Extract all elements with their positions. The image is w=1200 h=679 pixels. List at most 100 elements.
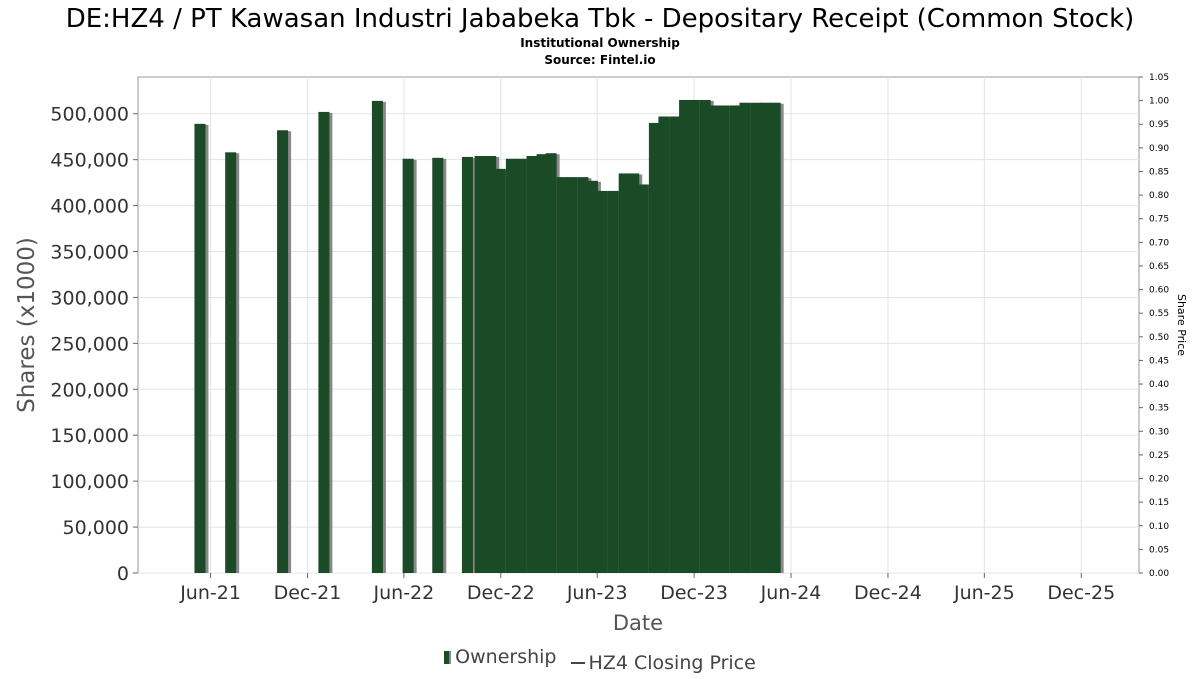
y-tick-label: 50,000: [63, 517, 129, 539]
bar: [494, 168, 506, 573]
bar: [474, 155, 486, 573]
chart-title: DE:HZ4 / PT Kawasan Industri Jababeka Tb…: [66, 4, 1135, 34]
x-axis-label: Date: [613, 611, 663, 635]
y-tick-label: 150,000: [50, 425, 129, 447]
y-tick-label: 350,000: [50, 242, 129, 264]
y-tick-label: 500,000: [50, 104, 129, 126]
x-tick-label: Dec-25: [1047, 582, 1115, 604]
bar: [556, 177, 568, 573]
bar: [688, 99, 700, 574]
y2-tick-label: 0.25: [1149, 451, 1169, 461]
y-axis-label: Shares (x1000): [14, 237, 40, 413]
x-tick-label: Jun-21: [179, 582, 241, 604]
ownership-bars: [194, 99, 784, 574]
bar: [637, 184, 649, 573]
y-tick-label: 400,000: [50, 196, 129, 218]
x-tick-label: Dec-21: [274, 582, 342, 604]
x-tick-label: Jun-25: [953, 582, 1015, 604]
legend-label-price: HZ4 Closing Price: [588, 651, 756, 674]
y-tick-label: 250,000: [50, 333, 129, 355]
bar: [718, 105, 730, 574]
y2-tick-label: 0.30: [1149, 427, 1169, 437]
chart-source: Source: Fintel.io: [544, 53, 655, 67]
bar: [699, 99, 711, 574]
bar: [658, 116, 670, 573]
bar: [607, 190, 619, 573]
y-tick-label: 200,000: [50, 379, 129, 401]
y-tick-label: 0: [117, 563, 129, 585]
y-axis: 0 50,000 100,000 150,000 200,000 250,000 300,0…: [50, 104, 138, 585]
bar: [596, 190, 608, 573]
y2-tick-label: 0.60: [1149, 286, 1169, 296]
bar: [739, 102, 751, 574]
y2-tick-label: 0.15: [1149, 498, 1169, 508]
y2-tick-label: 0.75: [1149, 215, 1169, 225]
y-tick-label: 450,000: [50, 150, 129, 172]
y2-tick-label: 0.85: [1149, 167, 1169, 177]
bar: [277, 130, 289, 573]
x-tick-label: Dec-24: [854, 582, 922, 604]
y2-tick-label: 0.00: [1149, 569, 1169, 579]
bar: [618, 173, 630, 573]
y2-tick-label: 0.80: [1149, 191, 1169, 201]
y2-tick-label: 1.05: [1149, 73, 1169, 83]
y2-tick-label: 0.55: [1149, 309, 1169, 319]
chart-subtitle: Institutional Ownership: [520, 36, 680, 50]
bar: [225, 152, 237, 573]
legend-item-price: HZ4 Closing Price: [565, 652, 756, 674]
bar: [194, 123, 206, 573]
bar: [669, 116, 681, 573]
x-axis: Jun-21 Dec-21 Jun-22 Dec-22 Jun-23 Dec-23 Jun-…: [179, 573, 1115, 604]
line-swatch-icon: [570, 661, 585, 664]
y2-axis: 0.00 0.05 0.10 0.15 0.20 0.25 0.30 0.35 0.40 0.45…: [1139, 73, 1169, 579]
bar: [432, 157, 444, 573]
bar: [515, 158, 527, 573]
bar: [485, 155, 497, 573]
y-tick-label: 100,000: [50, 471, 129, 493]
bar: [679, 99, 691, 574]
x-tick-label: Jun-22: [373, 582, 435, 604]
bar: [760, 102, 772, 574]
y2-tick-label: 0.20: [1149, 475, 1169, 485]
bar: [536, 154, 548, 573]
bar: [526, 155, 538, 573]
bar: [729, 105, 741, 574]
y2-tick-label: 0.45: [1149, 356, 1169, 366]
bar: [709, 105, 721, 574]
bar: [505, 158, 517, 573]
legend: Ownership HZ4 Closing Price: [0, 646, 1200, 674]
bar: [318, 111, 330, 574]
x-tick-label: Dec-23: [660, 582, 728, 604]
bar-swatch-icon: [444, 650, 452, 664]
y2-tick-label: 0.50: [1149, 333, 1169, 343]
y2-tick-label: 0.95: [1149, 120, 1169, 130]
bar: [750, 102, 762, 574]
bar: [461, 156, 473, 573]
x-tick-label: Dec-22: [467, 582, 535, 604]
bar: [402, 158, 414, 573]
y2-axis-label: Share Price: [1175, 294, 1188, 356]
x-tick-label: Jun-24: [760, 582, 822, 604]
bar: [566, 177, 578, 573]
bar: [577, 177, 589, 573]
y2-tick-label: 0.35: [1149, 404, 1169, 414]
legend-label-ownership: Ownership: [455, 646, 557, 668]
y2-tick-label: 0.40: [1149, 380, 1169, 390]
y2-tick-label: 0.70: [1149, 238, 1169, 248]
y2-tick-label: 0.05: [1149, 545, 1169, 555]
bar: [648, 122, 660, 573]
legend-item-ownership: Ownership: [444, 646, 557, 668]
y2-tick-label: 0.65: [1149, 262, 1169, 272]
y2-tick-label: 0.90: [1149, 144, 1169, 154]
x-tick-label: Jun-23: [566, 582, 628, 604]
bar: [628, 173, 640, 573]
y-tick-label: 300,000: [50, 287, 129, 309]
bar: [545, 153, 557, 573]
y2-tick-label: 1.00: [1149, 97, 1169, 107]
bar: [769, 102, 781, 574]
bar: [371, 100, 383, 574]
bar: [586, 180, 598, 573]
y2-tick-label: 0.10: [1149, 522, 1169, 532]
